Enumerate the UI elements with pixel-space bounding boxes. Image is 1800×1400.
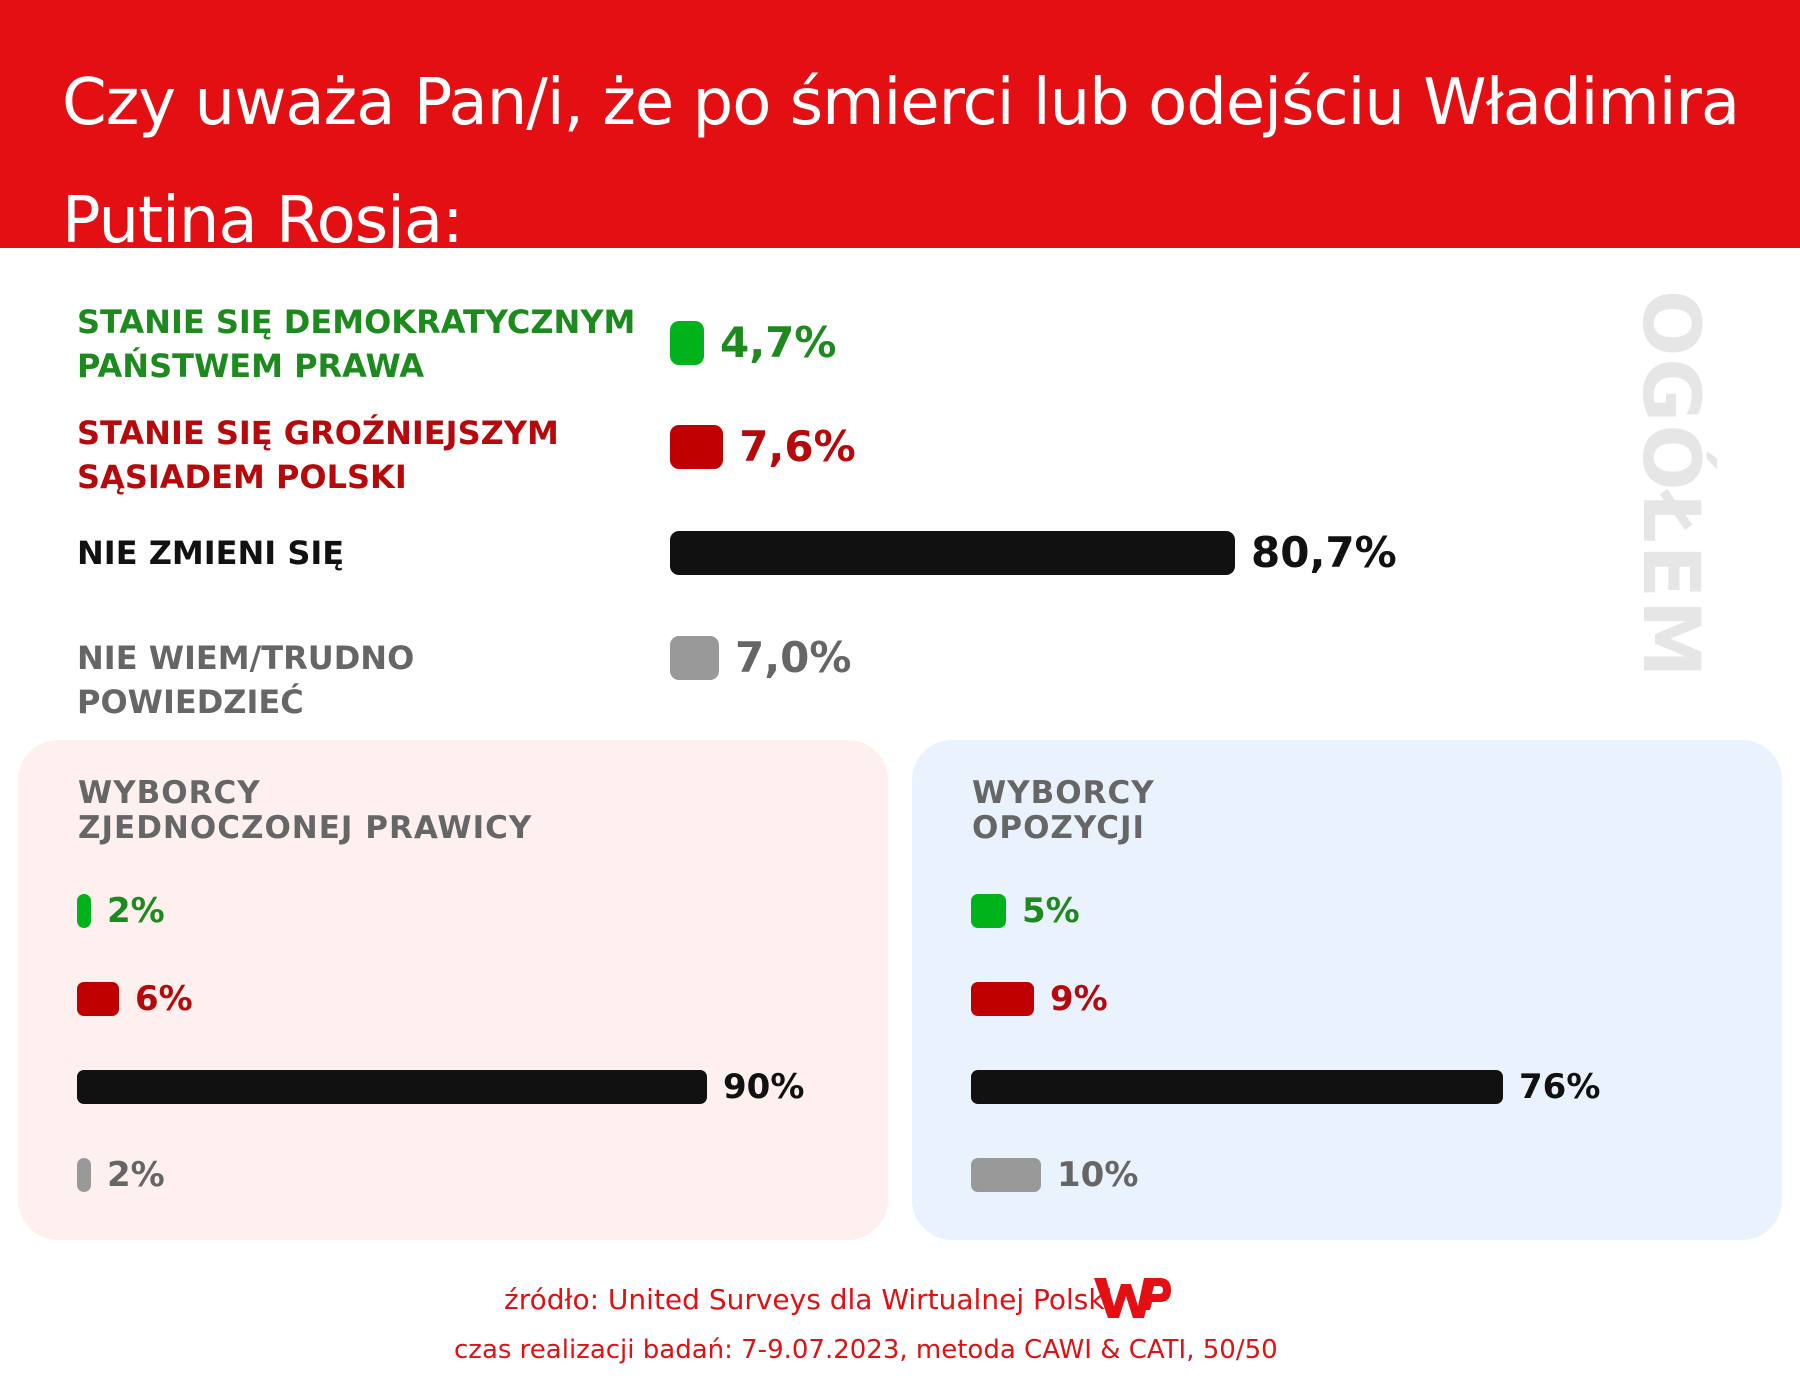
value-label-democratic: 2% — [107, 891, 165, 931]
category-label-dont-know: NIE WIEM/TRUDNO POWIEDZIEĆ — [77, 636, 637, 724]
panel-title-line: WYBORCY — [972, 775, 1155, 811]
bar-democratic — [971, 894, 1006, 928]
source-text: źródło: United Surveys dla Wirtualnej Po… — [504, 1283, 1113, 1316]
value-label-no-change: 76% — [1519, 1067, 1601, 1107]
bar-democratic — [77, 894, 91, 928]
category-label-line: SĄSIADEM POLSKI — [77, 458, 407, 496]
value-label-democratic: 4,7% — [720, 318, 837, 367]
page-title: Czy uważa Pan/i, że po śmierci lub odejś… — [62, 66, 1740, 258]
value-label-dont-know: 10% — [1057, 1155, 1139, 1195]
panel-opposition-voters: WYBORCY OPOZYCJI 5% 9% 76% 10% — [912, 740, 1782, 1240]
panel-title-line: OPOZYCJI — [972, 810, 1146, 846]
bar-no-change — [971, 1070, 1503, 1104]
category-label-line: STANIE SIĘ DEMOKRATYCZNYM — [77, 303, 636, 341]
panel-title-line: WYBORCY — [78, 775, 261, 811]
category-label-no-change: NIE ZMIENI SIĘ — [77, 531, 637, 575]
category-label-line: PAŃSTWEM PRAWA — [77, 347, 425, 385]
bar-dont-know — [971, 1158, 1041, 1192]
value-label-dangerous: 6% — [135, 979, 193, 1019]
header-banner: Czy uważa Pan/i, że po śmierci lub odejś… — [0, 0, 1800, 258]
bar-dangerous — [77, 982, 119, 1016]
footer-method: czas realizacji badań: 7-9.07.2023, meto… — [454, 1335, 1278, 1365]
value-label-dangerous: 9% — [1050, 979, 1108, 1019]
bar-dangerous — [971, 982, 1034, 1016]
category-label-line: NIE WIEM/TRUDNO POWIEDZIEĆ — [77, 639, 415, 721]
panel-ruling-party-voters: WYBORCY ZJEDNOCZONEJ PRAWICY 2% 6% 90% 2… — [18, 740, 888, 1240]
category-label-line: STANIE SIĘ GROŹNIEJSZYM — [77, 414, 559, 452]
bar-democratic — [670, 321, 704, 365]
bar-dangerous — [670, 425, 724, 469]
value-label-dont-know: 2% — [107, 1155, 165, 1195]
value-label-democratic: 5% — [1022, 891, 1080, 931]
bar-dont-know — [77, 1158, 91, 1192]
panel-title-line: ZJEDNOCZONEJ PRAWICY — [78, 810, 533, 846]
panel-title: WYBORCY OPOZYCJI — [972, 776, 1155, 846]
side-label-total: OGÓŁEM — [1625, 290, 1715, 680]
value-label-dangerous: 7,6% — [739, 422, 856, 471]
bar-dont-know — [670, 636, 719, 680]
value-label-no-change: 90% — [723, 1067, 805, 1107]
bar-no-change — [670, 531, 1235, 575]
wp-logo — [1094, 1278, 1171, 1318]
category-label-democratic: STANIE SIĘ DEMOKRATYCZNYM PAŃSTWEM PRAWA — [77, 300, 637, 388]
panel-title: WYBORCY ZJEDNOCZONEJ PRAWICY — [78, 776, 532, 846]
value-label-dont-know: 7,0% — [735, 633, 852, 682]
footer-source: źródło: United Surveys dla Wirtualnej Po… — [0, 1280, 1800, 1320]
bar-no-change — [77, 1070, 707, 1104]
value-label-no-change: 80,7% — [1251, 528, 1397, 577]
category-label-line: NIE ZMIENI SIĘ — [77, 534, 345, 572]
category-label-dangerous: STANIE SIĘ GROŹNIEJSZYM SĄSIADEM POLSKI — [77, 411, 637, 499]
